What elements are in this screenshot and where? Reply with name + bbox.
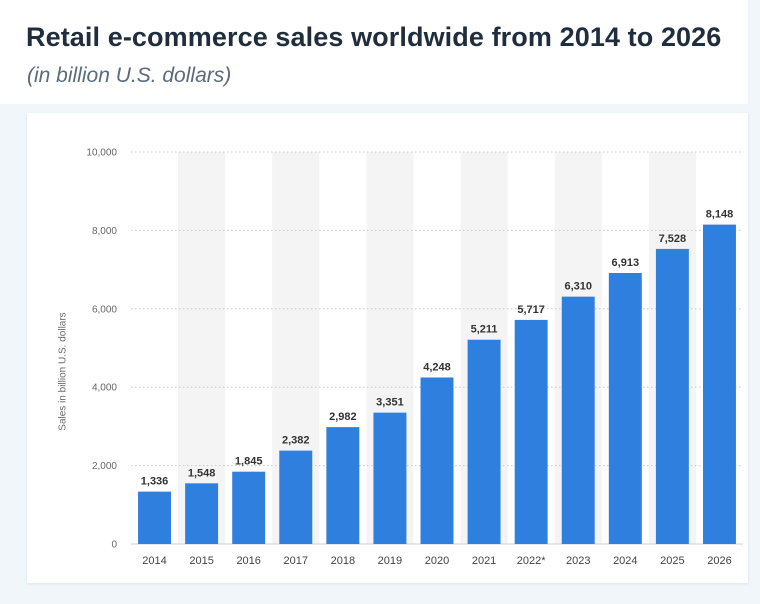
x-tick-label: 2026 — [707, 555, 731, 567]
bar-value-label: 1,336 — [141, 476, 169, 488]
background-band — [178, 152, 226, 544]
y-tick-label: 4,000 — [92, 383, 117, 394]
bar — [655, 248, 689, 544]
bar-value-label: 8,148 — [706, 209, 734, 221]
bar — [561, 296, 595, 544]
bar-value-label: 5,717 — [517, 304, 545, 316]
x-tick-label: 2019 — [378, 555, 402, 567]
chart-title: Retail e-commerce sales worldwide from 2… — [26, 22, 722, 52]
bar-value-label: 1,548 — [188, 467, 216, 479]
x-tick-label: 2021 — [472, 555, 496, 567]
y-axis-label: Sales in billion U.S. dollars — [57, 312, 69, 431]
x-tick-label: 2016 — [236, 555, 260, 567]
x-tick-label: 2017 — [284, 555, 308, 567]
bar — [185, 483, 219, 544]
x-tick-label: 2024 — [613, 555, 637, 567]
bar-value-label: 6,310 — [564, 281, 592, 293]
bar — [138, 491, 172, 544]
bar — [326, 427, 360, 544]
bar-value-label: 1,845 — [235, 456, 263, 468]
x-tick-label: 2022* — [517, 555, 546, 567]
y-tick-label: 8,000 — [92, 226, 117, 237]
bar-value-label: 7,528 — [659, 233, 687, 245]
bar-value-label: 2,982 — [329, 411, 357, 423]
bar-value-label: 6,913 — [612, 257, 640, 269]
x-tick-label: 2018 — [331, 555, 355, 567]
bar-value-label: 3,351 — [376, 397, 404, 409]
y-tick-label: 2,000 — [92, 461, 117, 472]
bar — [608, 273, 642, 544]
y-tick-label: 10,000 — [86, 148, 117, 159]
x-tick-label: 2025 — [660, 555, 684, 567]
bar-value-label: 2,382 — [282, 435, 310, 447]
bar-value-label: 5,211 — [471, 324, 498, 336]
bar — [467, 339, 501, 544]
bar — [279, 450, 313, 544]
bar — [514, 319, 548, 544]
bar — [373, 412, 407, 544]
header: Retail e-commerce sales worldwide from 2… — [0, 0, 748, 104]
y-tick-label: 0 — [111, 540, 117, 551]
x-tick-label: 2023 — [566, 555, 590, 567]
chart-card: 0 2,000 4,000 6,000 8,000 10,000 1,336 2014 1,54… — [27, 113, 748, 583]
bar — [702, 224, 736, 544]
bar — [420, 377, 454, 544]
bar — [232, 471, 266, 544]
bar-chart: 0 2,000 4,000 6,000 8,000 10,000 1,336 2014 1,54… — [86, 148, 743, 567]
x-tick-label: 2015 — [189, 555, 213, 567]
bar-value-label: 4,248 — [423, 361, 451, 373]
x-tick-label: 2014 — [142, 555, 166, 567]
chart-subtitle: (in billion U.S. dollars) — [27, 64, 232, 87]
y-tick-label: 6,000 — [92, 304, 117, 315]
x-tick-label: 2020 — [425, 555, 449, 567]
